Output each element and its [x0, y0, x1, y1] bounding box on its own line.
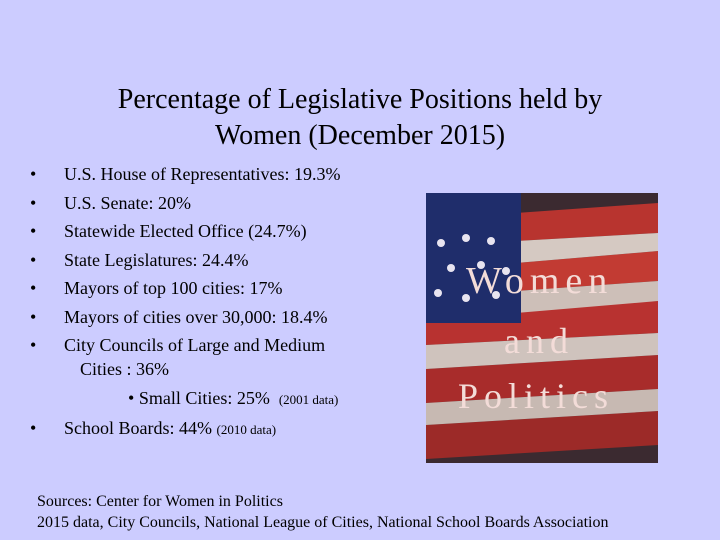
bullet: • [30, 278, 37, 298]
source: 2015 data, City Councils, National Leagu… [37, 514, 609, 531]
note: (2010 data) [216, 422, 277, 437]
note: (2001 data) [278, 392, 339, 407]
bullet: • [30, 193, 37, 213]
image-text: Politics [458, 376, 614, 416]
slide-title: Women (December 2015) [214, 120, 506, 151]
bullet: • [30, 307, 37, 327]
sub-item: • Small Cities: 25% (2001 data) [128, 387, 338, 411]
image-text: and [504, 321, 574, 361]
bullet: • [30, 418, 37, 438]
bullet: • [128, 388, 139, 408]
bullet: • [30, 164, 37, 184]
stripes [426, 203, 658, 459]
source: Sources: Center for Women in Politics [37, 493, 283, 510]
list-item: U.S. Senate: 20% [64, 193, 191, 213]
sub-item-text: Small Cities: 25% [138, 388, 270, 408]
list-item: School Boards: 44% (2010 data) [64, 417, 276, 441]
list-item: Cities : 36% [80, 359, 169, 379]
list-item: City Councils of Large and Medium [64, 335, 326, 355]
list-item: State Legislatures: 24.4% [64, 250, 249, 270]
image-text: Women [466, 260, 613, 302]
canton [426, 193, 521, 323]
stars [434, 234, 510, 302]
flag-image: Women and Politics [426, 193, 658, 463]
bullet: • [30, 221, 37, 241]
list-item: Mayors of top 100 cities: 17% [64, 278, 283, 298]
bullet: • [30, 250, 37, 270]
item-text: School Boards: 44% [64, 418, 212, 438]
slide-title: Percentage of Legislative Positions held… [117, 84, 603, 115]
bullet: • [30, 335, 37, 355]
list-item: Mayors of cities over 30,000: 18.4% [64, 307, 328, 327]
list-item: U.S. House of Representatives: 19.3% [64, 164, 341, 184]
list-item: Statewide Elected Office (24.7%) [64, 221, 307, 241]
